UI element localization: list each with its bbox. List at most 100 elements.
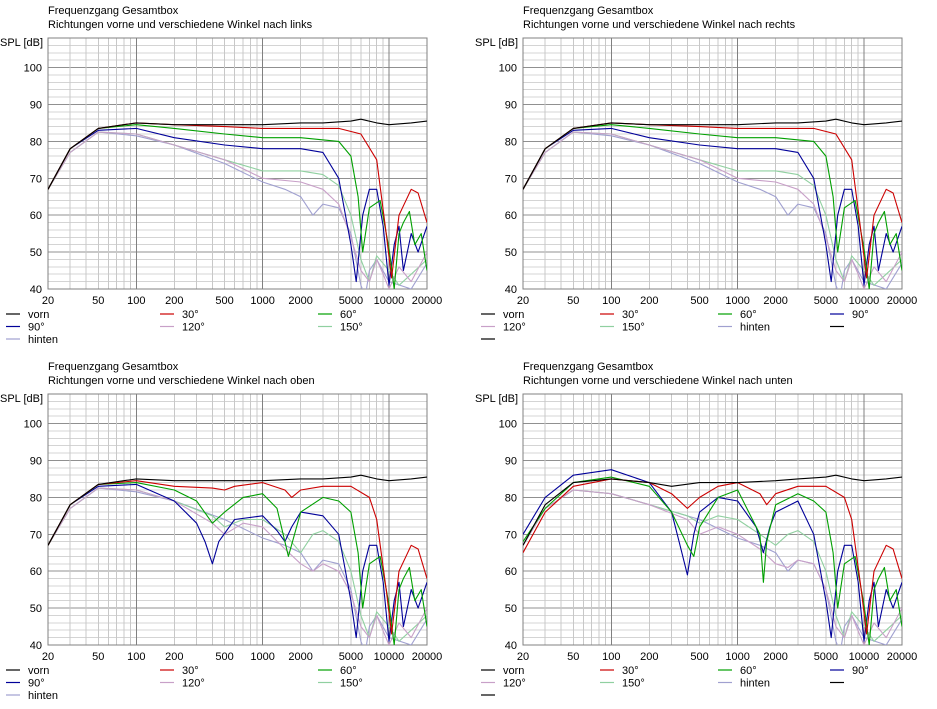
y-tick-label: 90 — [30, 455, 42, 467]
legend-label: 60° — [340, 665, 357, 677]
x-tick-label: 5000 — [339, 651, 363, 663]
legend-item: vorn — [6, 309, 49, 321]
series-line-60° — [48, 124, 427, 289]
legend-label: 120° — [503, 322, 526, 334]
y-tick-label: 70 — [505, 173, 517, 185]
legend-label: 90° — [852, 665, 869, 677]
y-axis-label: SPL [dB] — [0, 393, 43, 405]
legend-label: vorn — [28, 665, 49, 677]
legend-label: 30° — [622, 665, 639, 677]
legend-label: 60° — [740, 665, 757, 677]
y-tick-label: 40 — [30, 284, 42, 296]
legend-label: 90° — [28, 678, 45, 690]
chart-panel-1: Frequenzgang Gesamtbox Richtungen vorne u… — [0, 5, 442, 346]
x-tick-label: 20000 — [412, 295, 443, 307]
x-tick-label: 50 — [92, 295, 104, 307]
y-tick-label: 90 — [505, 99, 517, 111]
y-tick-label: 80 — [505, 492, 517, 504]
y-tick-label: 70 — [505, 529, 517, 541]
legend-label: hinten — [28, 690, 58, 702]
series-lines — [523, 469, 902, 645]
legend-label: hinten — [740, 678, 770, 690]
legend-item: 90° — [830, 665, 869, 677]
chart-panel-4: Frequenzgang Gesamtbox Richtungen vorne u… — [475, 361, 918, 696]
chart-panel-2: Frequenzgang Gesamtbox Richtungen vorne u… — [475, 5, 918, 340]
x-tick-label: 5000 — [814, 651, 838, 663]
legend-item: 60° — [318, 665, 357, 677]
legend-item: 60° — [318, 309, 357, 321]
legend-item: 150° — [600, 678, 645, 690]
y-tick-label: 50 — [30, 603, 42, 615]
series-lines — [523, 118, 902, 289]
x-tick-label: 10000 — [849, 295, 880, 307]
x-tick-label: 200 — [640, 651, 658, 663]
legend-item: 90° — [6, 322, 45, 334]
y-axis-label: SPL [dB] — [475, 37, 518, 49]
y-tick-label: 70 — [30, 173, 42, 185]
y-tick-label: 80 — [30, 136, 42, 148]
x-tick-label: 1000 — [250, 295, 274, 307]
x-tick-label: 20 — [517, 651, 529, 663]
x-tick-label: 10000 — [374, 295, 405, 307]
chart-subtitle: Richtungen vorne und verschiedene Winkel… — [48, 19, 313, 31]
series-line-90° — [523, 127, 902, 286]
legend-label: 30° — [182, 665, 199, 677]
y-tick-label: 50 — [505, 247, 517, 259]
y-tick-label: 80 — [505, 136, 517, 148]
chart-title: Frequenzgang Gesamtbox — [523, 361, 654, 373]
legend-label: 120° — [182, 678, 205, 690]
legend-item: 60° — [718, 665, 757, 677]
x-tick-label: 100 — [127, 295, 145, 307]
x-tick-label: 20000 — [887, 295, 918, 307]
legend-label: hinten — [740, 322, 770, 334]
legend-label: 30° — [622, 309, 639, 321]
legend-item: 150° — [318, 322, 363, 334]
legend-item: 150° — [600, 322, 645, 334]
legend-item: hinten — [718, 678, 770, 690]
x-tick-label: 2000 — [288, 295, 312, 307]
chart-subtitle: Richtungen vorne und verschiedene Winkel… — [523, 375, 793, 387]
legend-item: 120° — [481, 678, 526, 690]
y-tick-label: 60 — [505, 566, 517, 578]
plot-frame — [47, 37, 428, 290]
legend-label: 90° — [28, 322, 45, 334]
y-tick-label: 100 — [24, 63, 42, 75]
legend-item: 120° — [160, 678, 205, 690]
chart-panel-3: Frequenzgang Gesamtbox Richtungen vorne u… — [0, 361, 442, 702]
y-tick-label: 50 — [30, 247, 42, 259]
legend-item: hinten — [718, 322, 770, 334]
series-line-vorn — [48, 118, 427, 190]
series-line-30° — [48, 480, 427, 635]
legend-item: 30° — [160, 309, 199, 321]
plot-frame — [522, 37, 903, 290]
x-tick-label: 50 — [567, 651, 579, 663]
plot-frame — [47, 393, 428, 646]
x-tick-label: 5000 — [339, 295, 363, 307]
x-tick-label: 20000 — [887, 651, 918, 663]
x-tick-label: 2000 — [288, 651, 312, 663]
x-tick-label: 2000 — [763, 651, 787, 663]
legend-label: 60° — [340, 309, 357, 321]
x-tick-label: 20 — [517, 295, 529, 307]
y-tick-label: 60 — [505, 210, 517, 222]
x-tick-label: 100 — [602, 295, 620, 307]
chart-title: Frequenzgang Gesamtbox — [48, 361, 179, 373]
legend-label: hinten — [28, 334, 58, 346]
y-tick-label: 90 — [30, 99, 42, 111]
x-tick-label: 500 — [215, 295, 233, 307]
legend-label: 150° — [622, 322, 645, 334]
y-tick-label: 50 — [505, 603, 517, 615]
y-tick-label: 70 — [30, 529, 42, 541]
legend-item: 30° — [600, 665, 639, 677]
legend-item: 120° — [481, 322, 526, 334]
y-tick-label: 100 — [499, 419, 517, 431]
y-tick-label: 60 — [30, 566, 42, 578]
series-line-120° — [48, 487, 427, 645]
legend-label: vorn — [28, 309, 49, 321]
legend-label: 60° — [740, 309, 757, 321]
legend-label: 150° — [340, 322, 363, 334]
x-tick-label: 100 — [602, 651, 620, 663]
series-line-60° — [48, 482, 427, 645]
legend: vorn 30° 60° 90° 120° 150° hinten — [481, 665, 869, 696]
